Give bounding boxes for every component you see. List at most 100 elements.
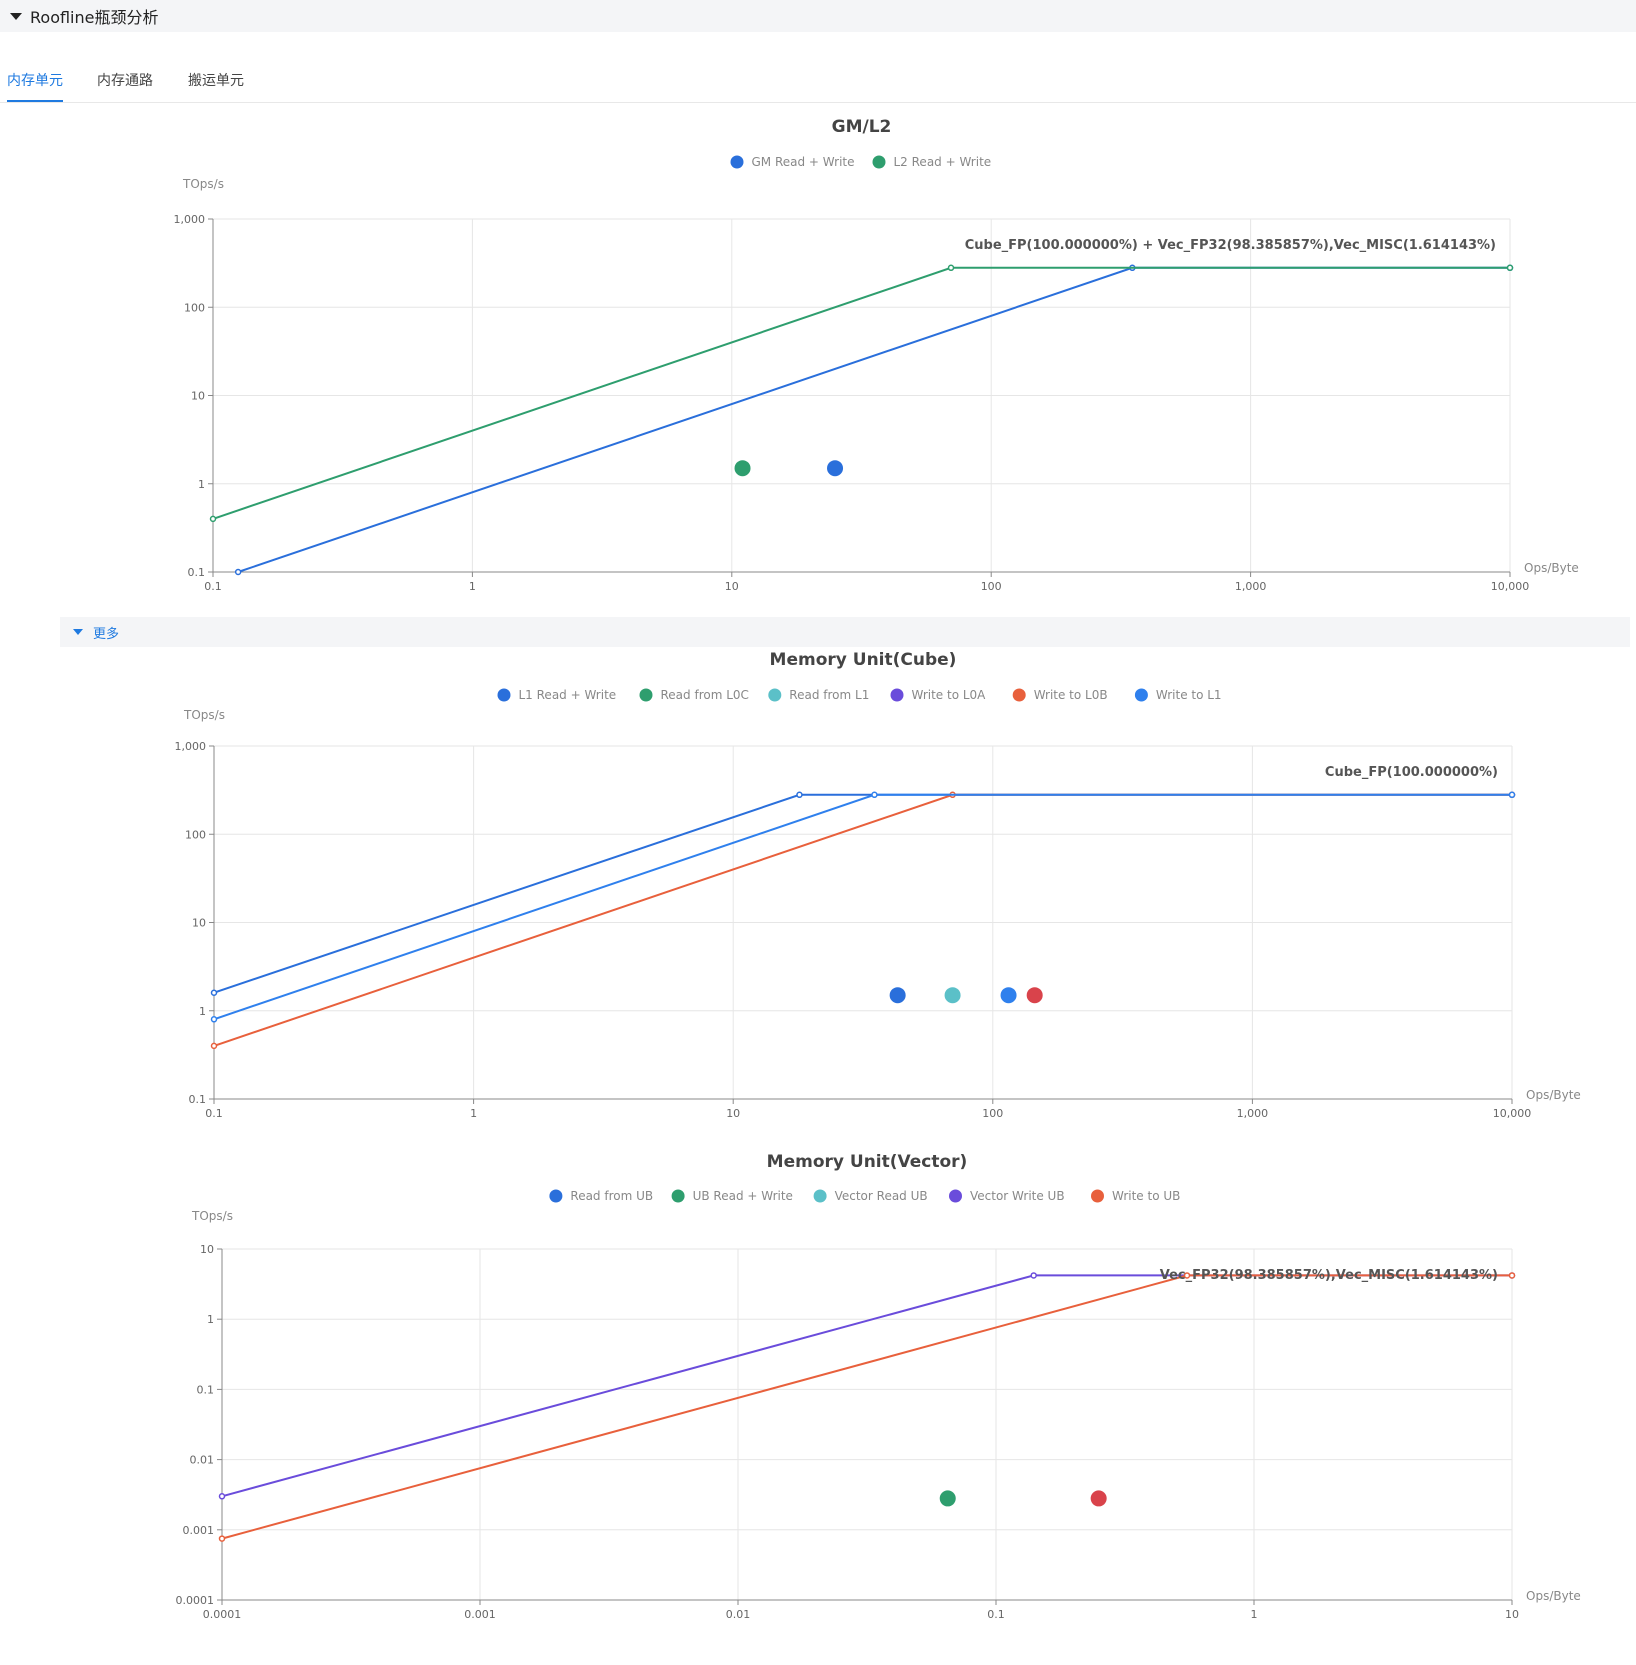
roofline-series xyxy=(212,266,1510,520)
y-axis-label: TOps/s xyxy=(191,1209,233,1223)
y-tick-label: 10 xyxy=(191,390,205,403)
chart-memory-unit-cube: Memory Unit(Cube) L1 Read + Write Read fro… xyxy=(175,650,1581,1120)
legend-dot xyxy=(549,1189,563,1203)
y-tick-label: 10 xyxy=(200,1243,214,1256)
x-tick-label: 1 xyxy=(469,580,476,593)
legend-dot xyxy=(768,688,782,702)
x-tick-label: 0.001 xyxy=(464,1608,496,1621)
legend-label: L2 Read + Write xyxy=(894,155,992,169)
tab-memory-unit[interactable]: 内存单元 xyxy=(7,70,63,102)
x-axis-label: Ops/Byte xyxy=(1524,561,1579,575)
more-toggle[interactable]: 更多 xyxy=(60,617,1630,647)
collapse-caret-icon[interactable] xyxy=(10,12,22,20)
x-axis-label: Ops/Byte xyxy=(1526,1589,1581,1603)
legend-item: Read from L1 xyxy=(768,688,869,702)
roofline-series xyxy=(213,793,1512,1047)
x-tick-label: 100 xyxy=(982,1107,1003,1120)
legend-dot xyxy=(497,688,511,702)
roofline-vertex xyxy=(1508,1272,1516,1279)
data-point xyxy=(1026,987,1043,1004)
roofline-section-header[interactable]: Roofline瓶颈分析 xyxy=(0,0,1636,32)
x-tick-label: 10 xyxy=(725,580,739,593)
data-point xyxy=(889,987,906,1004)
roofline-vertex xyxy=(210,989,218,996)
legend-item: Write to L0A xyxy=(890,688,986,702)
legend-label: Read from L0C xyxy=(661,688,749,702)
x-tick-label: 0.0001 xyxy=(203,1608,242,1621)
legend-label: UB Read + Write xyxy=(693,1189,793,1203)
expand-caret-icon[interactable] xyxy=(73,629,83,635)
legend-label: L1 Read + Write xyxy=(519,688,617,702)
legend-label: Vector Read UB xyxy=(835,1189,928,1203)
data-point xyxy=(944,987,961,1004)
chart-gm-l2: GM/L2 GM Read + Write L2 Read + Write TOps/… xyxy=(174,117,1579,593)
chart-title: Memory Unit(Cube) xyxy=(770,650,957,670)
y-tick-label: 0.1 xyxy=(188,566,206,579)
x-tick-label: 1,000 xyxy=(1237,1107,1269,1120)
legend-item: Read from L0C xyxy=(639,688,749,702)
y-tick-label: 0.0001 xyxy=(176,1594,215,1607)
roof-label: Cube_FP(100.000000%) xyxy=(1325,765,1498,780)
legend-dot xyxy=(1012,688,1026,702)
roofline-series xyxy=(237,266,1510,573)
y-tick-label: 100 xyxy=(185,828,206,841)
legend-dot xyxy=(872,155,886,169)
roofline-series xyxy=(221,1274,1512,1540)
y-tick-label: 1,000 xyxy=(174,213,206,226)
legend-item: Read from UB xyxy=(549,1189,653,1203)
y-tick-label: 0.1 xyxy=(189,1093,207,1106)
chart-title: Memory Unit(Vector) xyxy=(767,1152,968,1172)
data-point xyxy=(734,460,751,477)
roofline-series xyxy=(221,1274,1512,1498)
roofline-vertex xyxy=(1183,1272,1191,1279)
roofline-vertex xyxy=(796,791,803,799)
roofline-series xyxy=(213,793,1512,1021)
roof-label: Vec_FP32(98.385857%),Vec_MISC(1.614143%) xyxy=(1160,1268,1498,1283)
tab-bar: 内存单元 内存通路 搬运单元 xyxy=(0,60,1636,103)
x-tick-label: 0.01 xyxy=(726,1608,751,1621)
x-tick-label: 10 xyxy=(726,1107,740,1120)
legend-item: UB Read + Write xyxy=(671,1189,793,1203)
data-point xyxy=(939,1490,956,1507)
legend-dot xyxy=(730,155,744,169)
legend-item: L2 Read + Write xyxy=(872,155,992,169)
y-axis-label: TOps/s xyxy=(182,177,224,191)
x-tick-label: 0.1 xyxy=(204,580,222,593)
roofline-vertex xyxy=(210,1016,218,1023)
more-label: 更多 xyxy=(93,626,120,642)
legend-label: Write to UB xyxy=(1112,1189,1180,1203)
legend-item: GM Read + Write xyxy=(730,155,855,169)
section-title: Roofline瓶颈分析 xyxy=(30,8,159,27)
legend-dot xyxy=(1091,1189,1104,1203)
legend-dot xyxy=(813,1189,827,1203)
tab-transfer-unit[interactable]: 搬运单元 xyxy=(188,73,244,89)
roofline-vertex xyxy=(871,791,878,799)
chart-memory-unit-vector: Memory Unit(Vector) Read from UB UB Read +… xyxy=(176,1152,1581,1621)
y-tick-label: 1 xyxy=(199,1005,206,1018)
y-tick-label: 0.1 xyxy=(197,1383,215,1396)
y-tick-label: 0.001 xyxy=(183,1524,215,1537)
roofline-vertex xyxy=(210,1042,218,1050)
legend-label: Write to L1 xyxy=(1156,688,1222,702)
x-tick-label: 10,000 xyxy=(1491,580,1530,593)
legend-item: Write to L0B xyxy=(1012,688,1108,702)
legend-label: GM Read + Write xyxy=(752,155,855,169)
legend-label: Read from L1 xyxy=(789,688,869,702)
y-tick-label: 1,000 xyxy=(175,740,207,753)
data-point xyxy=(827,460,844,477)
y-tick-label: 100 xyxy=(184,301,205,314)
legend-item: L1 Read + Write xyxy=(497,688,617,702)
y-axis-label: TOps/s xyxy=(183,708,225,722)
tab-memory-path[interactable]: 内存通路 xyxy=(97,73,153,89)
data-point xyxy=(1000,987,1017,1004)
x-tick-label: 0.1 xyxy=(987,1608,1005,1621)
chart-title: GM/L2 xyxy=(832,117,892,137)
x-axis-label: Ops/Byte xyxy=(1526,1088,1581,1102)
roofline-vertex xyxy=(1508,791,1516,799)
legend-label: Vector Write UB xyxy=(970,1189,1065,1203)
x-tick-label: 1,000 xyxy=(1235,580,1267,593)
roofline-vertex xyxy=(218,1493,226,1500)
y-tick-label: 10 xyxy=(192,917,206,930)
roof-label: Cube_FP(100.000000%) + Vec_FP32(98.38585… xyxy=(965,238,1496,253)
y-tick-label: 1 xyxy=(207,1313,214,1326)
